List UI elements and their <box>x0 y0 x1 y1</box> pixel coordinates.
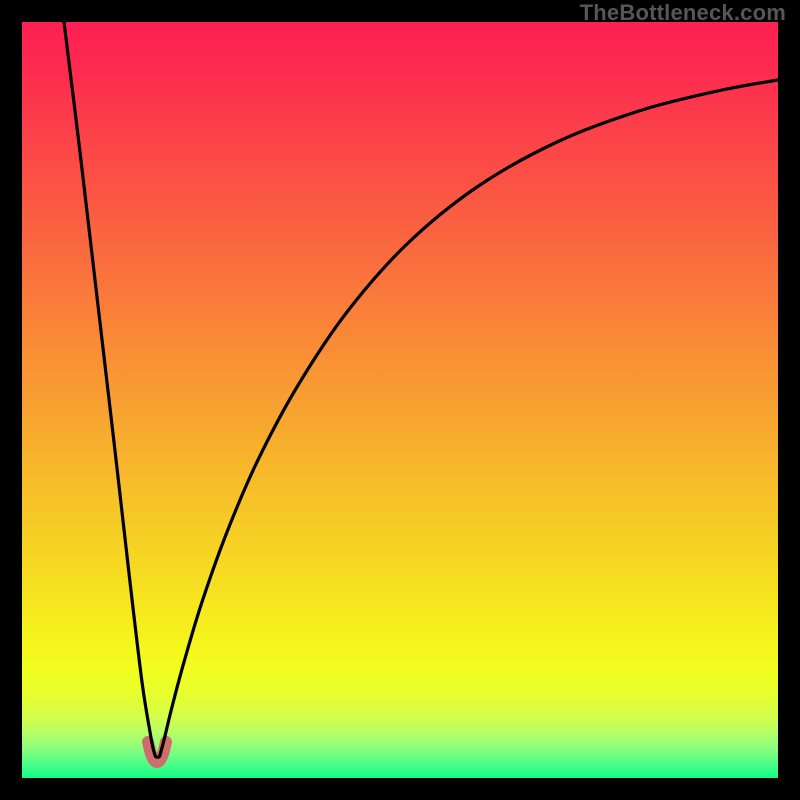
chart-canvas: TheBottleneck.com <box>0 0 800 800</box>
bottleneck-curve-layer <box>22 22 778 778</box>
watermark-text: TheBottleneck.com <box>580 0 786 26</box>
plot-area <box>22 22 778 778</box>
bottleneck-curve <box>64 22 778 757</box>
